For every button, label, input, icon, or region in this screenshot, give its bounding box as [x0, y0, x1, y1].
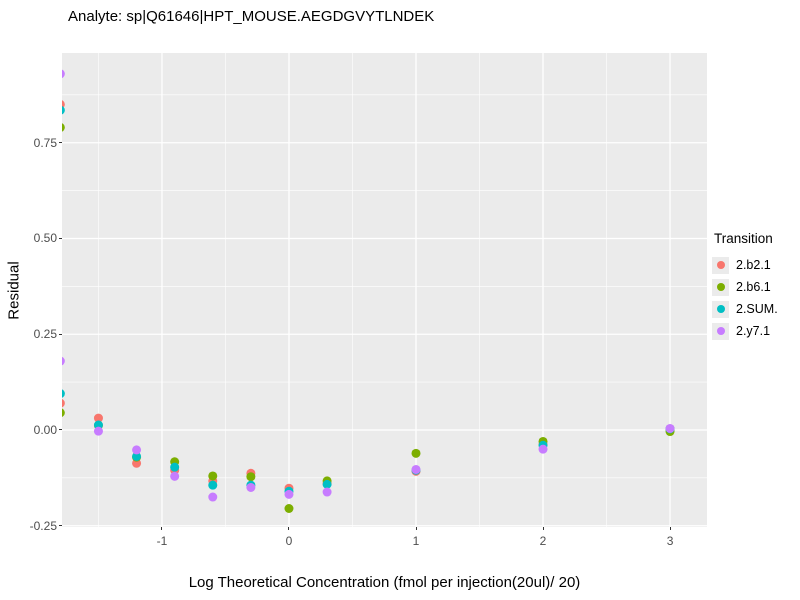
data-point — [170, 471, 180, 481]
legend-item-label: 2.y7.1 — [736, 324, 771, 338]
legend-item: 2.b6.1 — [712, 276, 798, 298]
x-tick-mark — [415, 527, 417, 530]
legend-items: 2.b2.1 2.b6.1 2.SUM. 2.y7.1 — [712, 254, 798, 342]
x-tick-label: 2 — [539, 534, 547, 548]
y-axis-title: Residual — [5, 261, 23, 320]
data-point — [62, 408, 65, 417]
legend-key — [712, 278, 729, 296]
data-point — [208, 480, 218, 490]
legend-key — [712, 322, 729, 340]
data-point — [411, 448, 421, 458]
y-tick-mark — [58, 525, 62, 527]
data-point — [322, 487, 332, 497]
data-point — [62, 69, 65, 78]
data-point — [170, 462, 180, 472]
x-tick-mark — [288, 527, 290, 530]
x-axis-title: Log Theoretical Concentration (fmol per … — [188, 574, 581, 591]
legend-key — [712, 256, 729, 274]
y-tick-mark — [58, 429, 62, 431]
legend-key-dot-icon — [716, 305, 725, 313]
data-point — [665, 423, 675, 433]
y-tick-label: 0.75 — [33, 135, 57, 150]
y-tick-label: 0.00 — [33, 422, 57, 437]
x-tick-mark — [542, 527, 544, 530]
data-point — [132, 451, 142, 461]
x-tick-label: 3 — [666, 534, 674, 548]
legend-title: Transition — [714, 231, 773, 246]
data-point — [62, 398, 65, 408]
data-point — [284, 489, 294, 499]
data-point — [62, 123, 65, 132]
y-tick-label: -0.25 — [29, 518, 57, 533]
x-tick-mark — [669, 527, 671, 530]
legend-key-dot-icon — [716, 261, 725, 269]
data-point — [322, 479, 332, 489]
y-tick-mark — [58, 142, 62, 144]
data-point — [62, 356, 65, 366]
data-point — [411, 464, 421, 474]
legend-item: 2.y7.1 — [712, 320, 798, 342]
legend-item-label: 2.SUM. — [736, 302, 778, 316]
legend: Transition 2.b2.1 2.b6.1 2.SUM. 2.y7.1 — [712, 231, 798, 342]
legend-item: 2.b2.1 — [712, 254, 798, 276]
legend-key — [712, 300, 729, 318]
legend-item: 2.SUM. — [712, 298, 798, 320]
y-tick-mark — [58, 237, 62, 239]
data-point — [62, 389, 65, 398]
legend-item-label: 2.b6.1 — [736, 280, 771, 294]
data-point — [93, 413, 103, 423]
x-tick-label: 1 — [412, 534, 420, 548]
x-tick-label: -1 — [156, 534, 168, 548]
data-point — [132, 445, 142, 455]
data-point — [208, 471, 218, 481]
legend-key-dot-icon — [716, 283, 725, 291]
plot-panel — [62, 53, 707, 527]
x-tick-label: 0 — [285, 534, 293, 548]
y-tick-label: 0.50 — [33, 231, 57, 246]
x-tick-mark — [161, 527, 163, 530]
y-tick-label: 0.25 — [33, 327, 57, 342]
data-point — [246, 472, 256, 482]
legend-key-dot-icon — [716, 327, 725, 335]
data-point — [246, 482, 256, 492]
data-point — [93, 426, 103, 436]
data-point — [208, 492, 218, 502]
y-tick-mark — [58, 333, 62, 335]
data-point — [538, 444, 548, 454]
scatter-plot-canvas — [62, 53, 707, 527]
legend-item-label: 2.b2.1 — [736, 258, 771, 272]
data-point — [284, 504, 294, 513]
data-point — [62, 105, 65, 115]
plot-title: Analyte: sp|Q61646|HPT_MOUSE.AEGDGVYTLND… — [68, 8, 435, 25]
